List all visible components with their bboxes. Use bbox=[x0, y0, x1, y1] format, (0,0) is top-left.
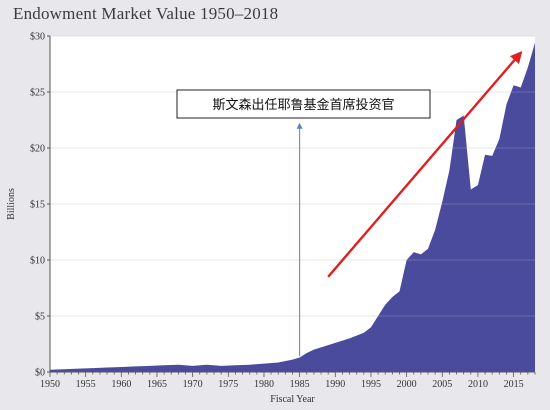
x-tick-label: 2000 bbox=[397, 379, 417, 390]
x-tick-label: 1960 bbox=[111, 379, 131, 390]
x-tick-label: 2005 bbox=[432, 379, 452, 390]
y-tick-label: $5 bbox=[35, 312, 45, 323]
y-tick-label: $10 bbox=[30, 256, 45, 267]
y-axis-label: Billions bbox=[6, 188, 17, 220]
chart-title: Endowment Market Value 1950–2018 bbox=[13, 4, 279, 23]
x-tick-label: 1950 bbox=[40, 379, 60, 390]
x-tick-label: 1995 bbox=[361, 379, 381, 390]
x-tick-label: 1965 bbox=[147, 379, 167, 390]
x-axis-label: Fiscal Year bbox=[270, 394, 315, 405]
trend-arrow bbox=[327, 50, 523, 278]
x-tick-label: 1985 bbox=[290, 379, 310, 390]
series-area bbox=[50, 42, 535, 372]
y-tick-label: $30 bbox=[30, 32, 45, 43]
y-tick-label: $0 bbox=[35, 368, 45, 379]
x-tick-label: 2015 bbox=[504, 379, 524, 390]
x-tick-label: 1955 bbox=[76, 379, 96, 390]
annotation-box bbox=[176, 89, 431, 119]
x-tick-label: 1980 bbox=[254, 379, 274, 390]
x-tick-label: 1970 bbox=[183, 379, 203, 390]
y-tick-label: $25 bbox=[30, 88, 45, 99]
x-tick-label: 1990 bbox=[325, 379, 345, 390]
annotation-text: 斯文森出任耶鲁基金首席投资官 bbox=[212, 97, 394, 113]
x-tick-label: 2010 bbox=[468, 379, 488, 390]
x-tick-label: 1975 bbox=[218, 379, 238, 390]
y-tick-label: $20 bbox=[30, 144, 45, 155]
y-tick-label: $15 bbox=[30, 200, 45, 211]
